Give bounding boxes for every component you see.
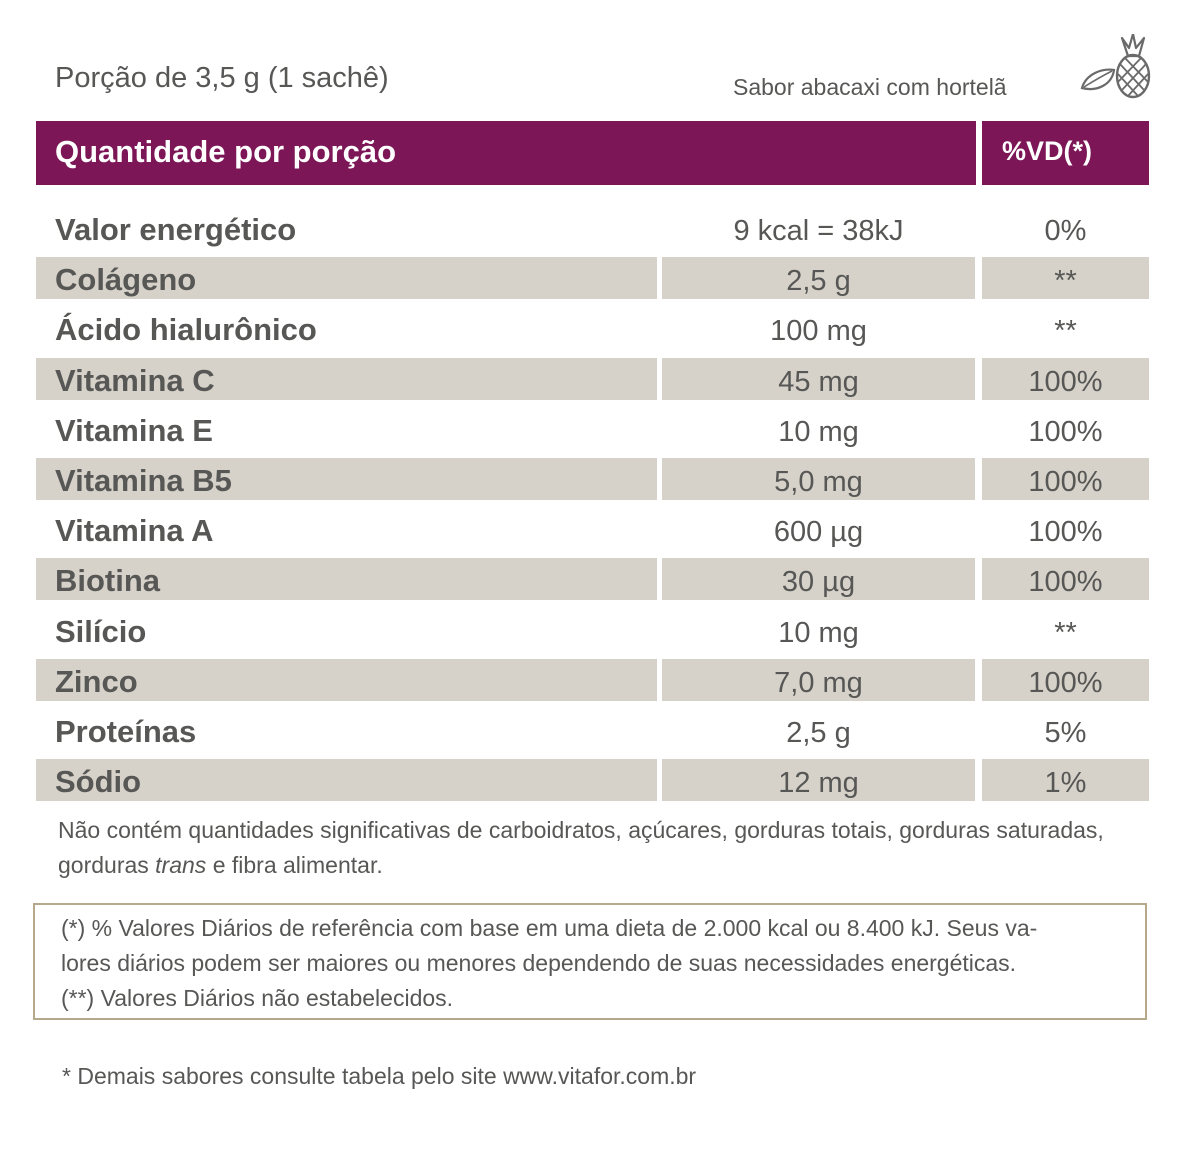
table-row: Zinco 7,0 mg 100% [0, 658, 1200, 701]
nutrient-amount: 600 µg [773, 516, 864, 549]
table-note: Não contém quantidades significativas de… [58, 813, 1148, 883]
nutrient-vd: ** [1054, 616, 1077, 649]
table-row: Vitamina C 45 mg 100% [0, 357, 1200, 400]
nutrient-name: Vitamina B5 [36, 458, 657, 500]
table-row: Valor energético 9 kcal = 38kJ 0% [0, 207, 1200, 249]
table-row: Sódio 12 mg 1% [0, 759, 1200, 802]
footnote-line-3: (**) Valores Diários não estabelecidos. [61, 985, 454, 1011]
nutrient-amount: 45 mg [662, 357, 975, 400]
nutrient-name: Valor energético [55, 212, 297, 247]
nutrient-vd: 0% [1044, 215, 1087, 247]
nutrient-vd: 100% [982, 558, 1149, 601]
table-row: Ácido hialurônico 100 mg ** [0, 307, 1200, 349]
nutrient-vd: 100% [982, 658, 1149, 701]
flavor-label: Sabor abacaxi com hortelã [733, 74, 1007, 100]
nutrient-name: Zinco [36, 658, 657, 701]
nutrient-amount: 12 mg [662, 759, 975, 802]
nutrient-vd: ** [982, 257, 1149, 300]
nutrient-amount: 10 mg [778, 415, 859, 448]
footnote-line-2: lores diários podem ser maiores ou menor… [61, 950, 1017, 976]
nutrient-vd: 100% [1028, 415, 1103, 448]
nutrient-name: Sódio [36, 759, 657, 802]
nutrient-name: Ácido hialurônico [55, 312, 317, 348]
nutrient-name: Proteínas [55, 714, 197, 749]
nutrient-vd: 5% [1044, 717, 1087, 749]
nutrient-name: Colágeno [36, 257, 657, 300]
note-italic: trans [155, 852, 207, 878]
nutrient-vd: 100% [982, 357, 1149, 400]
note-text: Não contém quantidades significativas de… [58, 817, 1104, 878]
footnote-line-1: (*) % Valores Diários de referência com … [61, 915, 1038, 941]
nutrient-amount: 100 mg [770, 315, 867, 348]
portion-size: Porção de 3,5 g (1 sachê) [55, 62, 389, 94]
nutrient-vd: 1% [982, 759, 1149, 802]
header-vd: %VD(*) [982, 121, 1149, 185]
nutrient-vd: ** [1054, 315, 1077, 348]
nutrient-name: Silício [55, 613, 147, 649]
nutrient-vd: 100% [1028, 516, 1103, 549]
header-quantity: Quantidade por porção [36, 121, 976, 185]
table-row: Biotina 30 µg 100% [0, 558, 1200, 601]
table-row: Silício 10 mg ** [0, 609, 1200, 651]
nutrient-name: Vitamina C [36, 357, 657, 400]
nutrient-amount: 7,0 mg [662, 658, 975, 701]
table-row: Vitamina E 10 mg 100% [0, 408, 1200, 450]
footer-note: * Demais sabores consulte tabela pelo si… [62, 1063, 697, 1089]
table-row: Colágeno 2,5 g ** [0, 257, 1200, 300]
table-row: Vitamina B5 5,0 mg 100% [0, 458, 1200, 500]
nutrient-amount: 2,5 g [786, 717, 851, 749]
nutrient-vd: 100% [982, 458, 1149, 500]
pineapple-icon [1080, 34, 1151, 99]
nutrient-amount: 5,0 mg [662, 458, 975, 500]
nutrient-amount: 9 kcal = 38kJ [733, 215, 904, 247]
nutrient-name: Biotina [36, 558, 657, 601]
nutrient-amount: 2,5 g [662, 257, 975, 300]
table-row: Vitamina A 600 µg 100% [0, 508, 1200, 550]
nutrient-name: Vitamina E [55, 412, 213, 448]
note-text-end: e fibra alimentar. [206, 852, 383, 878]
nutrient-name: Vitamina A [55, 513, 214, 549]
table-row: Proteínas 2,5 g 5% [0, 709, 1200, 751]
footnote-box: (*) % Valores Diários de referência com … [33, 903, 1147, 1020]
nutrient-amount: 30 µg [662, 558, 975, 601]
nutrient-amount: 10 mg [778, 616, 859, 649]
